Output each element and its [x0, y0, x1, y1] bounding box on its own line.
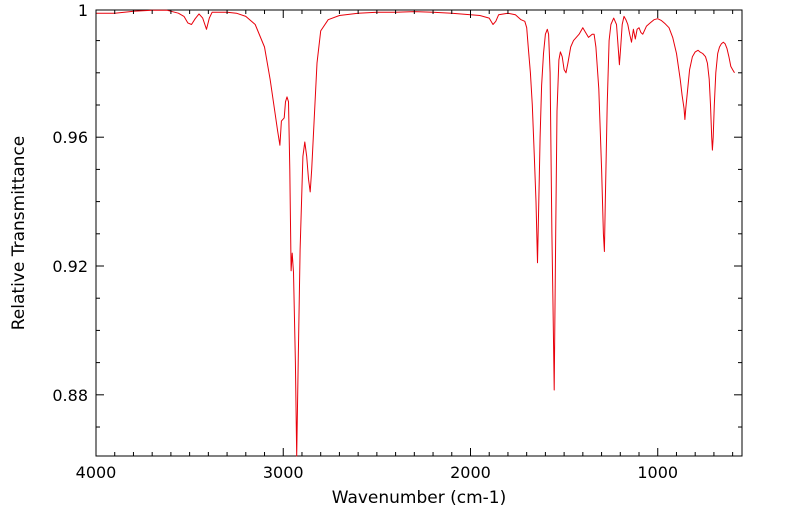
plot-area	[95, 9, 743, 457]
y-tick-label: 0.88	[52, 386, 88, 405]
y-tick-label: 0.92	[52, 257, 88, 276]
y-tick-label: 0.96	[52, 128, 88, 147]
x-tick-label: 1000	[637, 463, 678, 482]
x-tick-label: 4000	[76, 463, 117, 482]
spectrum-line	[96, 9, 735, 457]
y-axis-title: Relative Transmittance	[9, 136, 29, 331]
series-layer	[96, 9, 735, 457]
x-tick-label: 2000	[450, 463, 491, 482]
x-axis-title: Wavenumber (cm-1)	[332, 488, 507, 508]
axes-layer: 4000 3000 2000 1000 1 0.96 0.92 0.88	[52, 1, 742, 482]
x-tick-label: 3000	[263, 463, 304, 482]
plot-frame	[95, 9, 743, 457]
y-tick-label: 1	[78, 1, 88, 20]
